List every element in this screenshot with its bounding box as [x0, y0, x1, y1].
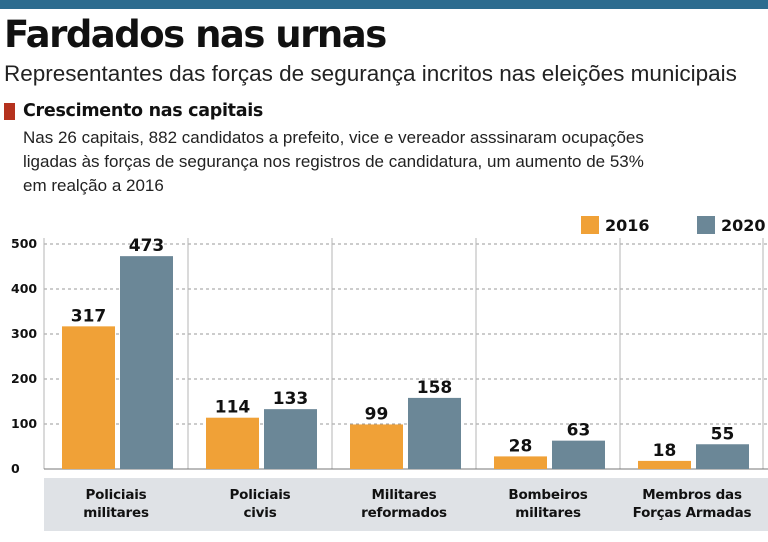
- category-label-line: civis: [243, 505, 277, 521]
- bar-2020: [552, 440, 605, 469]
- category-band: [44, 478, 768, 531]
- category-label-line: Militares: [371, 487, 437, 503]
- y-tick-label: 0: [11, 461, 20, 475]
- bar-2016: [350, 424, 403, 469]
- data-label-2016: 317: [71, 306, 107, 326]
- y-tick-label: 300: [11, 326, 37, 341]
- data-label-2020: 158: [417, 378, 453, 398]
- category-label: Militares reformados: [334, 486, 474, 522]
- description-line: Nas 26 capitais, 882 candidatos a prefei…: [23, 128, 644, 147]
- category-label-line: militares: [83, 505, 149, 521]
- y-tick-label: 200: [11, 371, 37, 386]
- category-label-line: Forças Armadas: [632, 505, 752, 521]
- bar-2020: [408, 397, 461, 469]
- bar-2016: [62, 326, 115, 469]
- description-line: em realção a 2016: [23, 176, 164, 195]
- category-label-line: militares: [515, 505, 581, 521]
- legend-swatch-2016: [581, 216, 599, 234]
- category-label-line: reformados: [361, 505, 447, 521]
- legend-label-2020: 2020: [721, 216, 766, 235]
- bar-2020: [696, 444, 749, 469]
- category-label-line: Policiais: [85, 487, 147, 503]
- category-label: Bombeiros militares: [478, 486, 618, 522]
- legend-label-2016: 2016: [605, 216, 650, 235]
- category-label: Membros das Forças Armadas: [622, 486, 762, 522]
- description-line: ligadas às forças de segurança nos regis…: [23, 152, 644, 171]
- category-label-line: Bombeiros: [508, 487, 588, 503]
- category-label-line: Membros das: [642, 487, 742, 503]
- bar-2020: [120, 256, 173, 469]
- section-description: Nas 26 capitais, 882 candidatos a prefei…: [23, 126, 763, 198]
- data-label-2016: 99: [365, 404, 389, 424]
- data-label-2020: 473: [129, 236, 165, 256]
- y-tick-label: 100: [11, 416, 37, 431]
- data-label-2016: 18: [653, 441, 677, 461]
- y-tick-label: 500: [11, 236, 37, 251]
- bar-2016: [494, 456, 547, 469]
- data-label-2020: 133: [273, 389, 309, 409]
- category-label: Policiais militares: [46, 486, 186, 522]
- section-marker: [4, 103, 15, 120]
- bar-2020: [264, 409, 317, 469]
- section-title: Crescimento nas capitais: [23, 101, 264, 121]
- top-accent-bar: [0, 0, 768, 9]
- category-label: Policiais civis: [190, 486, 330, 522]
- data-label-2016: 28: [509, 436, 533, 456]
- chart-title: Fardados nas urnas: [4, 13, 387, 56]
- bar-2016: [638, 460, 691, 469]
- data-label-2020: 63: [567, 421, 591, 441]
- chart-subtitle: Representantes das forças de segurança i…: [4, 61, 737, 86]
- data-label-2016: 114: [215, 398, 251, 418]
- y-tick-label: 400: [11, 281, 37, 296]
- legend-swatch-2020: [697, 216, 715, 234]
- bar-chart: 0 100 200 300 400 500 317 114 99 28 18 473 133 158 63 5…: [11, 236, 768, 475]
- data-label-2020: 55: [711, 424, 735, 444]
- category-label-line: Policiais: [229, 487, 291, 503]
- bar-2016: [206, 417, 259, 469]
